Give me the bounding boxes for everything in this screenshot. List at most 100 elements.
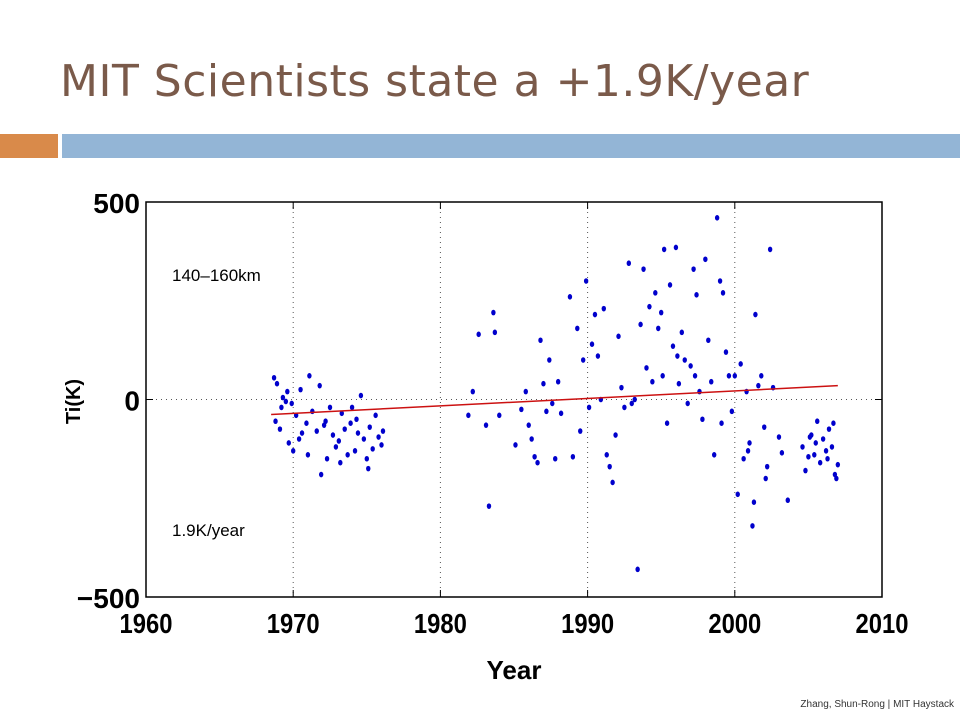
data-point (491, 309, 496, 316)
data-point (763, 475, 768, 482)
data-point (747, 440, 752, 446)
data-point (803, 467, 808, 474)
data-point (338, 459, 343, 466)
data-point (756, 382, 761, 389)
data-point (298, 386, 303, 393)
data-point (592, 311, 598, 318)
data-point (285, 388, 290, 395)
data-point (595, 353, 601, 359)
data-point (526, 422, 531, 428)
data-point (726, 373, 732, 379)
data-point (547, 357, 552, 363)
data-point (682, 357, 687, 363)
y-tick-label: −500 (77, 583, 140, 614)
data-point (550, 400, 555, 407)
data-point (519, 406, 524, 413)
x-tick-label: 1980 (414, 607, 467, 639)
data-point (327, 404, 333, 411)
x-tick-label: 1960 (120, 607, 173, 639)
data-point (553, 455, 558, 462)
data-point (692, 373, 698, 379)
data-point (817, 459, 823, 466)
data-point (820, 436, 826, 442)
data-point (555, 378, 561, 385)
data-point (664, 420, 670, 426)
data-point (317, 382, 322, 389)
data-point (650, 378, 655, 385)
data-point (541, 380, 546, 387)
data-point (544, 408, 549, 415)
data-point (626, 260, 632, 267)
data-point (613, 432, 618, 438)
data-point (476, 331, 481, 338)
data-point (694, 292, 699, 298)
data-point (676, 380, 682, 387)
data-point (358, 392, 364, 399)
data-point (607, 463, 612, 470)
data-point (723, 349, 729, 355)
data-point (352, 448, 358, 454)
data-point (271, 374, 277, 381)
data-point (706, 337, 711, 344)
y-tick-label: 0 (124, 386, 140, 417)
data-point (785, 497, 790, 504)
data-point (806, 453, 811, 460)
data-point (339, 410, 344, 417)
data-point (751, 499, 757, 506)
data-point (486, 503, 492, 509)
data-point (703, 256, 708, 263)
data-point (286, 440, 291, 446)
scatter-chart: 1960 1970 1980 1990 2000 2010 −500 0 500 Year T… (63, 188, 909, 685)
data-point (823, 448, 829, 454)
data-point (735, 491, 740, 498)
data-point (807, 434, 813, 440)
data-point (601, 305, 606, 312)
data-point (679, 329, 685, 336)
credit-text: Zhang, Shun-Rong | MIT Haystack (800, 699, 954, 710)
data-point (653, 290, 658, 296)
data-point (720, 290, 726, 296)
data-point (835, 461, 841, 468)
data-point (779, 450, 785, 456)
data-point (667, 282, 673, 288)
data-point (759, 373, 764, 379)
data-point (314, 428, 319, 434)
data-point (355, 430, 361, 436)
data-point (364, 455, 369, 462)
data-point (813, 440, 818, 446)
data-point (349, 404, 355, 411)
slide-title: MIT Scientists state a +1.9K/year (60, 56, 810, 107)
data-point (483, 422, 489, 428)
data-point (299, 430, 305, 436)
data-point (513, 442, 518, 448)
data-point (717, 278, 723, 284)
data-point (497, 412, 502, 419)
data-point (523, 388, 528, 395)
data-point (538, 337, 543, 344)
data-point (291, 448, 296, 454)
y-tick-labels: −500 0 500 (77, 188, 140, 614)
data-point (700, 416, 705, 423)
data-point (310, 408, 315, 415)
data-point (741, 455, 746, 462)
data-point (583, 278, 589, 284)
data-point (336, 438, 342, 444)
data-point (376, 434, 381, 440)
data-point (277, 426, 283, 432)
data-point (305, 452, 311, 458)
data-point (610, 479, 615, 486)
data-point (273, 418, 278, 425)
data-point (578, 428, 583, 434)
data-point (307, 373, 312, 379)
data-point (324, 455, 330, 462)
x-tick-label: 2010 (856, 607, 909, 639)
data-point (529, 436, 534, 442)
data-point (825, 455, 830, 462)
data-point (656, 325, 661, 332)
data-point (532, 453, 537, 460)
data-point (348, 420, 353, 426)
data-point (296, 436, 302, 442)
data-point (380, 428, 386, 434)
data-point (834, 475, 839, 482)
y-tick-label: 500 (93, 188, 140, 219)
